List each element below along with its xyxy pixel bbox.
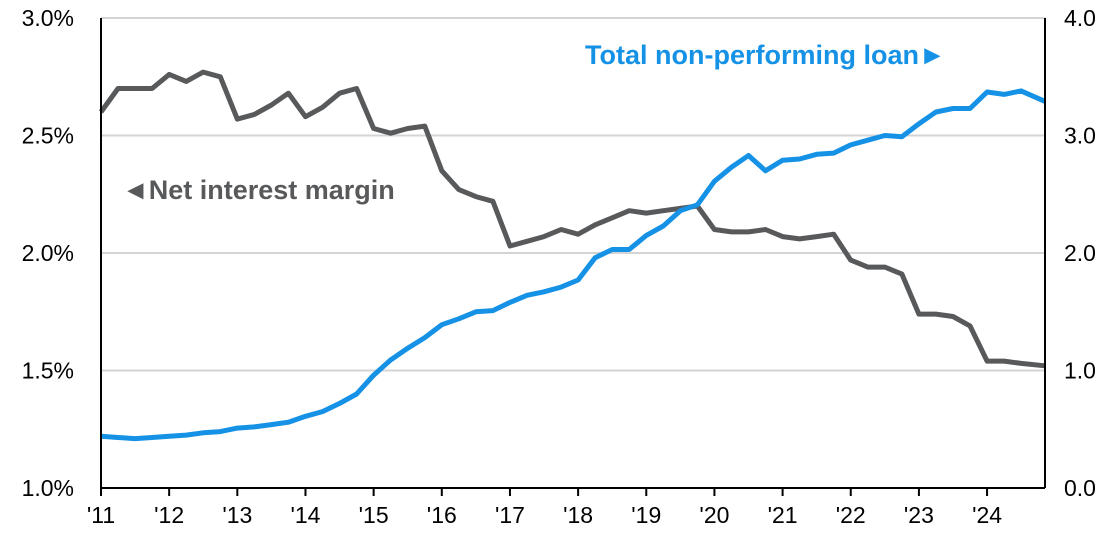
- x-axis-tick-label: '13: [222, 502, 252, 528]
- left-axis-tick-label: 2.0%: [22, 240, 74, 266]
- left-axis-tick-label: 3.0%: [22, 5, 74, 31]
- x-axis-tick-label: '21: [768, 502, 798, 528]
- left-axis-tick-label: 1.5%: [22, 358, 74, 384]
- x-axis-tick-label: '15: [359, 502, 389, 528]
- right-axis-tick-label: 0.0: [1064, 475, 1096, 501]
- x-axis-tick-label: '23: [904, 502, 934, 528]
- left-axis-tick-label: 2.5%: [22, 123, 74, 149]
- series-layer: [98, 69, 1047, 442]
- x-axis-tick-label: '12: [154, 502, 184, 528]
- x-axis-tick-label: '18: [563, 502, 593, 528]
- right-axis-tick-labels: 0.0 1.0 2.0 3.0 4.0: [1064, 5, 1096, 501]
- x-axis-tick-label: '16: [427, 502, 457, 528]
- axes: [100, 18, 1046, 496]
- x-axis-tick-label: '24: [972, 502, 1002, 528]
- x-axis-tick-label: '11: [87, 502, 115, 528]
- series-line-total-non-performing-loan: [100, 88, 1047, 442]
- x-axis-tick-label: '17: [495, 502, 525, 528]
- right-axis-tick-label: 1.0: [1064, 358, 1096, 384]
- series-line-net-interest-margin: [98, 69, 1046, 369]
- right-axis-tick-label: 3.0: [1064, 123, 1096, 149]
- non-performing-loan-label: Total non-performing loan►: [585, 40, 946, 70]
- x-axis-tick-label: '22: [836, 502, 866, 528]
- x-axis-tick-label: '20: [699, 502, 729, 528]
- left-axis-tick-label: 1.0%: [22, 475, 74, 501]
- x-axis-tick-label: '19: [631, 502, 661, 528]
- horizontal-gridlines: [101, 17, 1045, 372]
- net-interest-margin-label: ◄Net interest margin: [122, 175, 395, 205]
- right-axis-tick-label: 4.0: [1064, 5, 1096, 31]
- left-axis-tick-labels: 1.0% 1.5% 2.0% 2.5% 3.0%: [22, 5, 74, 501]
- right-axis-tick-label: 2.0: [1064, 240, 1096, 266]
- x-axis-tick-labels: '11 '12 '13 '14 '15 '16 '17 '18 '19 '20 '21 '22 '23 '…: [87, 502, 1002, 528]
- x-axis-tick-label: '14: [290, 502, 320, 528]
